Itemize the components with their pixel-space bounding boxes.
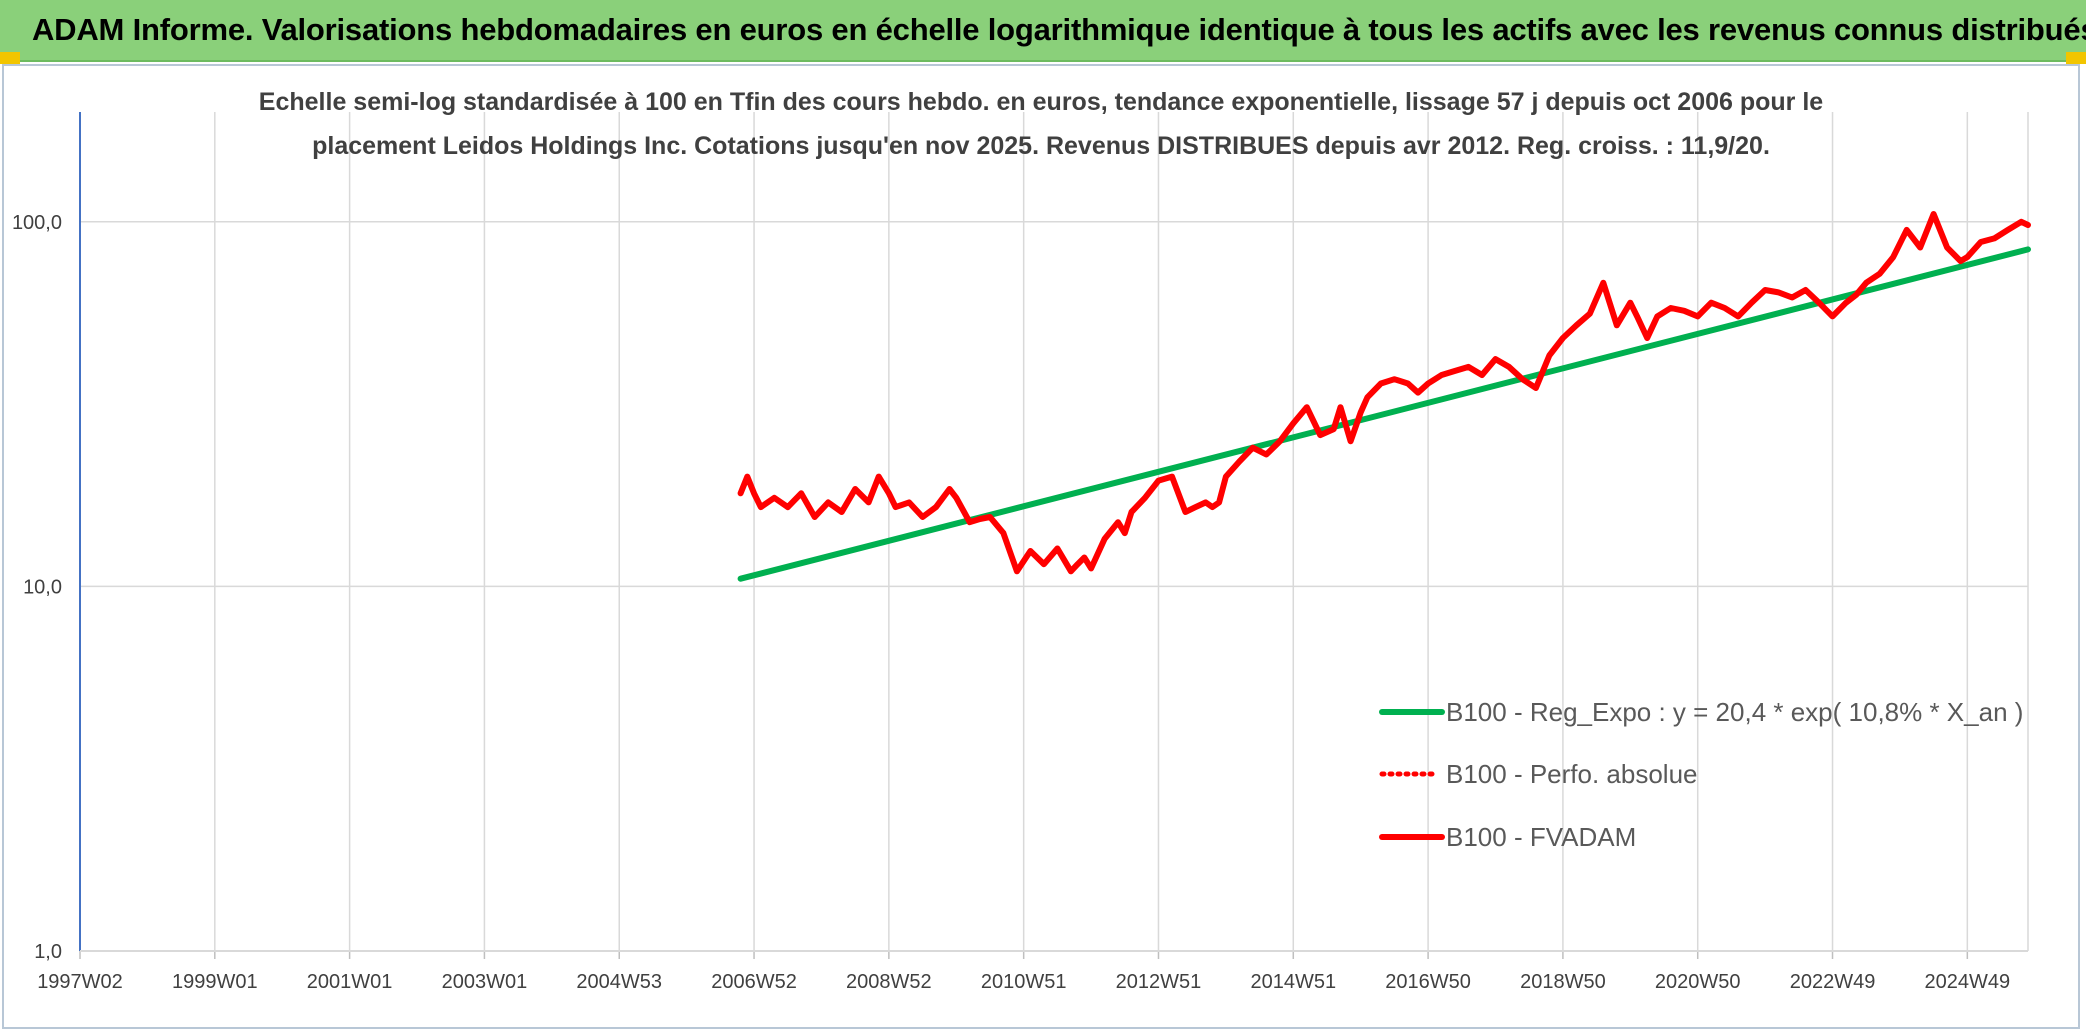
x-tick-label: 2022W49 (1790, 971, 1876, 993)
legend: B100 - Reg_Expo : y = 20,4 * exp( 10,8% … (1379, 697, 2023, 852)
header-banner: ADAM Informe. Valorisations hebdomadaire… (0, 0, 2086, 62)
legend-label: B100 - Reg_Expo : y = 20,4 * exp( 10,8% … (1446, 697, 2023, 727)
chart: Echelle semi-log standardisée à 100 en T… (12, 88, 2031, 993)
x-tick-label: 1999W01 (172, 971, 258, 993)
x-tick-label: 2014W51 (1250, 971, 1336, 993)
x-tick-label: 2016W50 (1385, 971, 1471, 993)
legend-label: B100 - Perfo. absolue (1446, 759, 1698, 789)
y-tick-label: 10,0 (23, 576, 62, 598)
series-line-reg-expo (737, 246, 2031, 582)
y-tick-label: 1,0 (34, 941, 62, 963)
chart-title-line-2: placement Leidos Holdings Inc. Cotations… (312, 132, 1770, 160)
x-tick-label: 2018W50 (1520, 971, 1606, 993)
x-tick-label: 2006W52 (711, 971, 797, 993)
x-tick-label: 2020W50 (1655, 971, 1741, 993)
corner-accent-right (2066, 52, 2086, 64)
x-tick-label: 2008W52 (846, 971, 932, 993)
y-tick-label: 100,0 (12, 212, 62, 234)
grid (79, 112, 2029, 952)
x-tick-label: 2003W01 (442, 971, 528, 993)
legend-label: B100 - FVADAM (1446, 822, 1636, 852)
corner-accent-left (0, 52, 20, 64)
chart-title: Echelle semi-log standardisée à 100 en T… (259, 88, 1824, 160)
axes: 1,0 10,0 100,0 1997W02 1999W01 2001W01 2003W01… (12, 112, 2028, 993)
series (737, 211, 2031, 582)
x-tick-label: 2012W51 (1116, 971, 1202, 993)
series-line-fvadam (737, 211, 2031, 575)
chart-frame: Echelle semi-log standardisée à 100 en T… (2, 64, 2080, 1029)
x-tick-label: 2004W53 (576, 971, 662, 993)
chart-title-line-1: Echelle semi-log standardisée à 100 en T… (259, 88, 1824, 116)
page-title: ADAM Informe. Valorisations hebdomadaire… (32, 12, 2086, 47)
x-tick-label: 2001W01 (307, 971, 393, 993)
x-tick-label: 2010W51 (981, 971, 1067, 993)
x-tick-label: 1997W02 (37, 971, 123, 993)
x-tick-label: 2024W49 (1925, 971, 2011, 993)
